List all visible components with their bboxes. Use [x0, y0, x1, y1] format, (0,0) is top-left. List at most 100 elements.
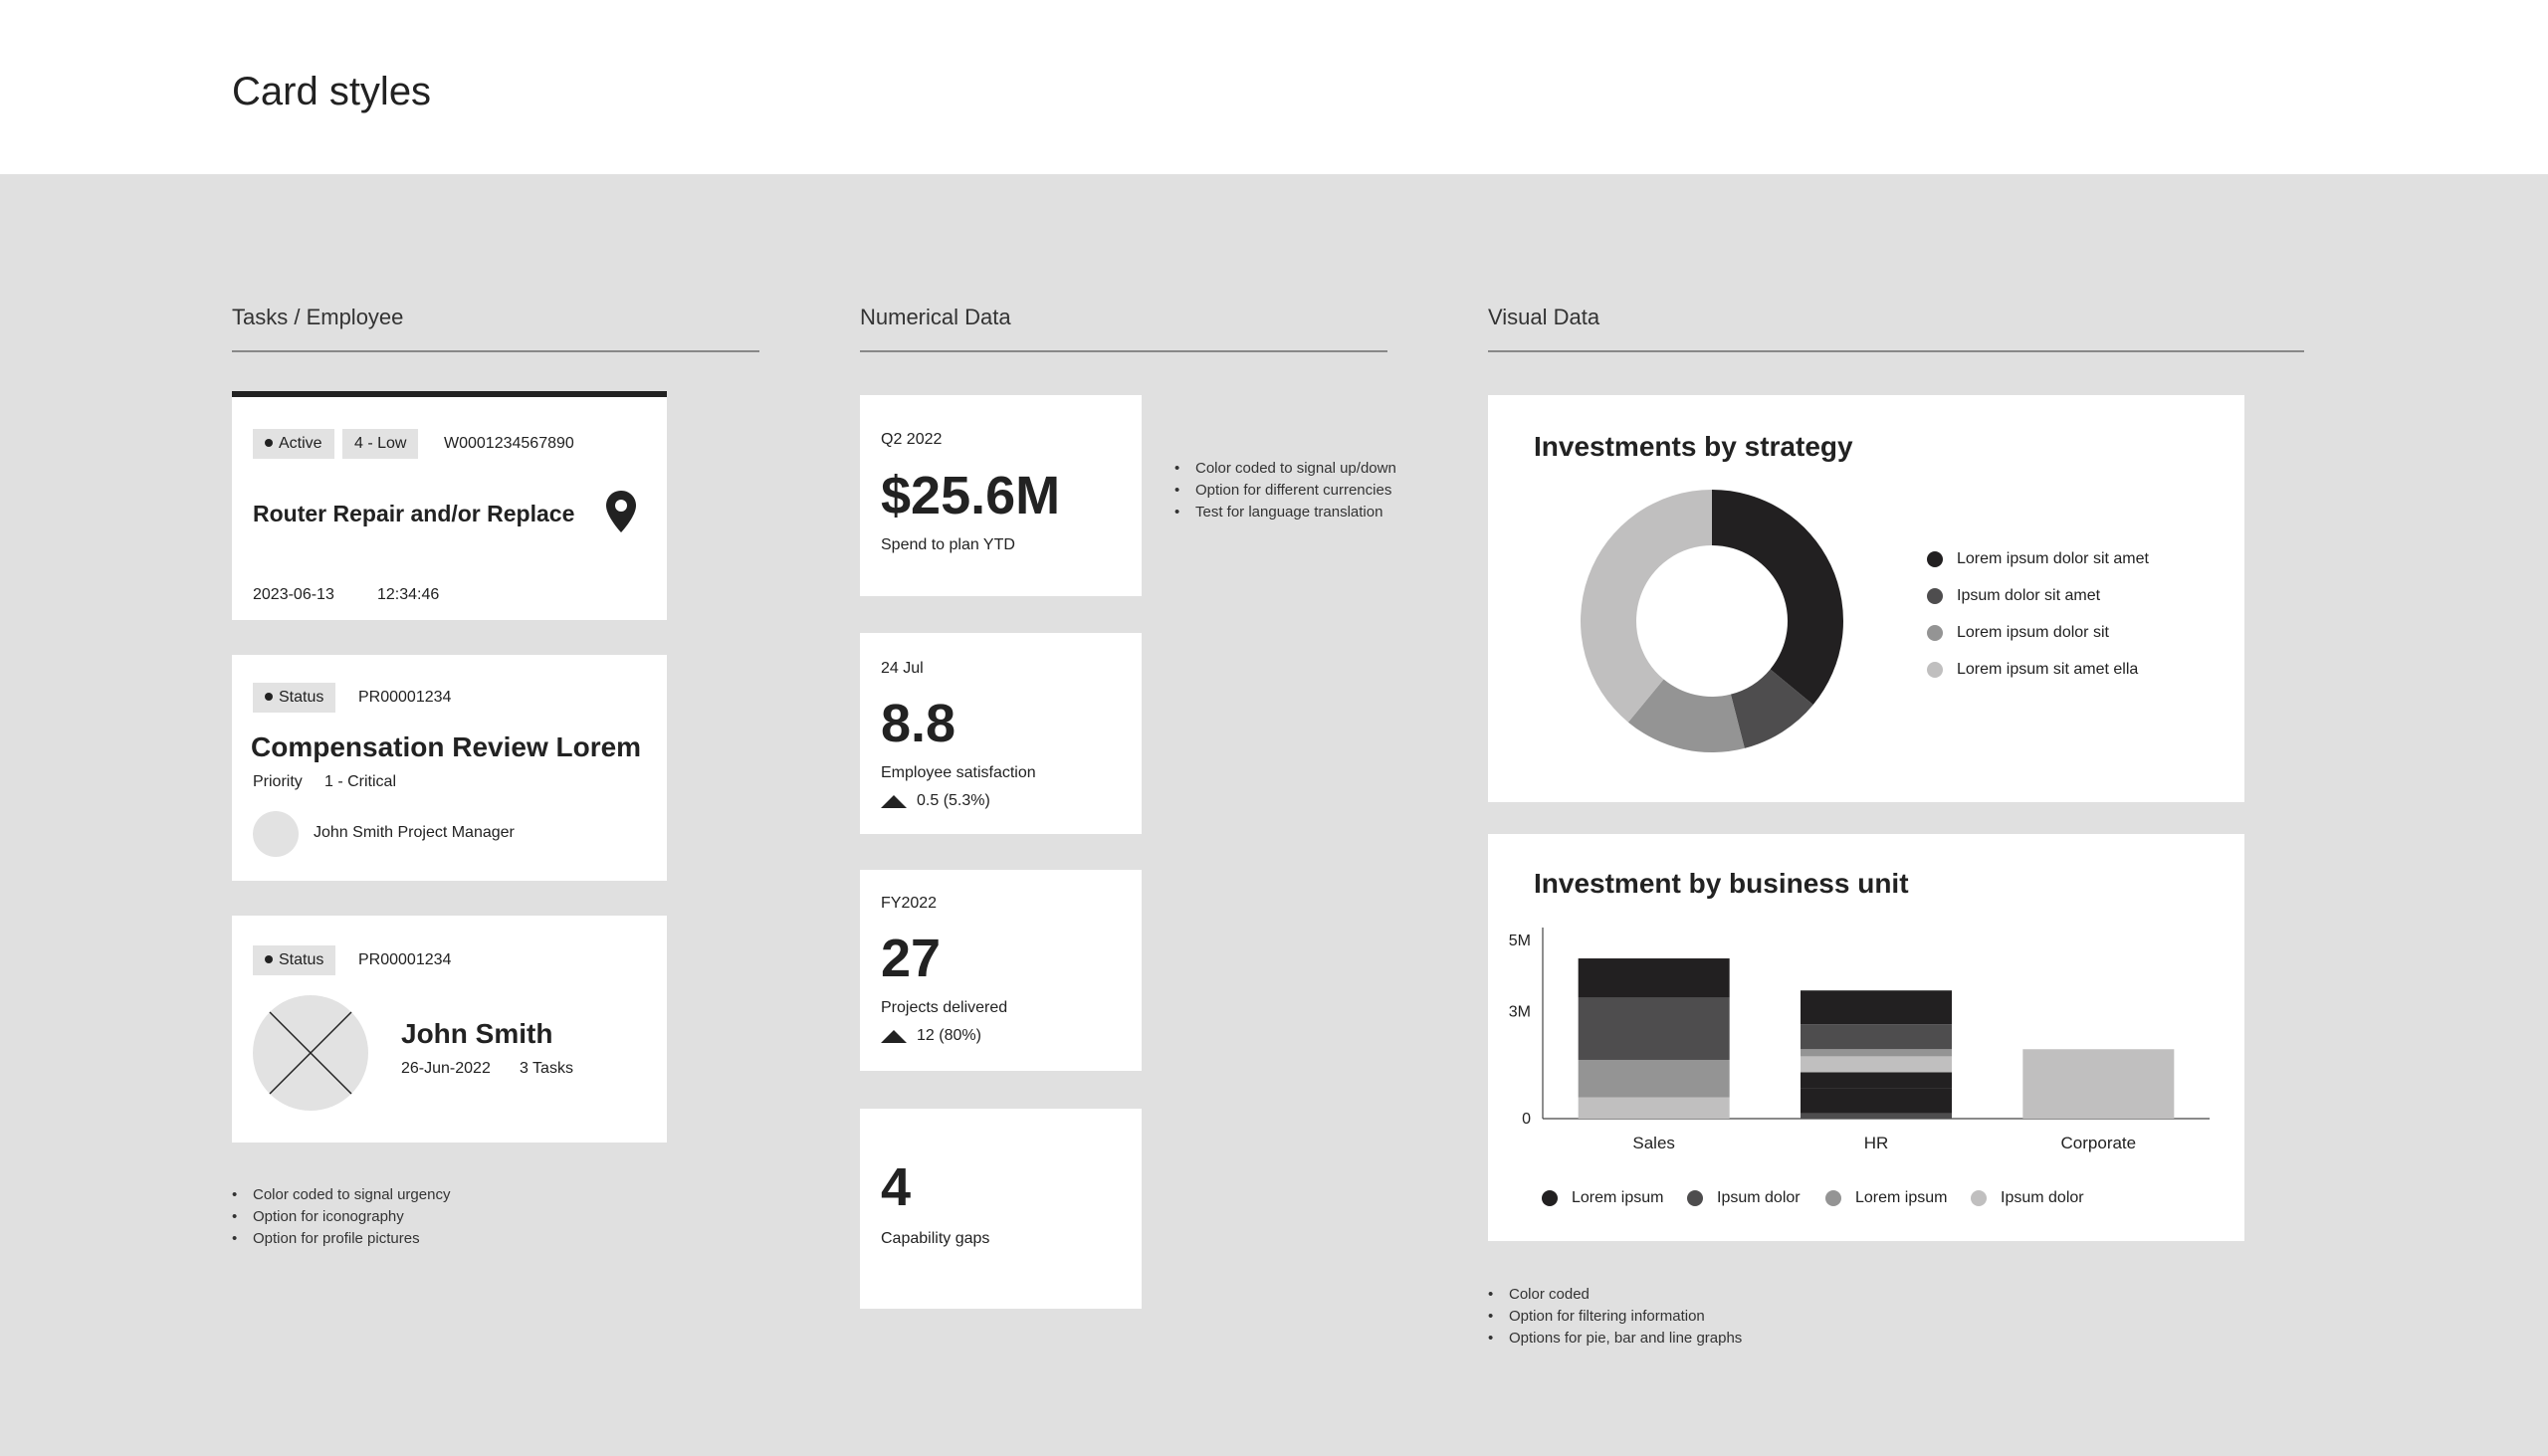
bar-segment[interactable]	[1578, 1059, 1730, 1098]
kpi-label: Employee satisfaction	[881, 764, 1036, 781]
employee-tasks: 3 Tasks	[520, 1060, 573, 1077]
section-divider	[232, 350, 759, 352]
bar-segment[interactable]	[1801, 1113, 1952, 1119]
bar-segment[interactable]	[1801, 990, 1952, 1025]
priority-value: 1 - Critical	[324, 773, 397, 790]
donut-slice[interactable]	[1730, 669, 1813, 748]
avatar[interactable]	[253, 811, 299, 857]
note-item: Option for profile pictures	[232, 1228, 450, 1250]
status-badge: Status	[253, 683, 336, 713]
legend-item[interactable]: Lorem ipsum	[1542, 1189, 1663, 1207]
section-divider	[1488, 350, 2304, 352]
kpi-period: FY2022	[881, 895, 938, 912]
x-tick-label: Corporate	[2061, 1134, 2137, 1152]
section-title-numerical: Numerical Data	[860, 305, 1011, 329]
kpi-label: Projects delivered	[881, 999, 1008, 1016]
employee-name: John Smith	[401, 1018, 553, 1049]
legend-swatch	[1971, 1190, 1987, 1206]
profile-picture-placeholder[interactable]	[253, 995, 368, 1116]
legend-swatch	[1927, 551, 1943, 567]
priority-label: Priority	[253, 773, 303, 790]
kpi-label: Capability gaps	[881, 1230, 990, 1247]
kpi-card-capability[interactable]: 4 Capability gaps	[860, 1109, 1142, 1309]
person-name: John Smith Project Manager	[314, 824, 515, 841]
kpi-value: 8.8	[881, 694, 956, 753]
task-time: 12:34:46	[377, 586, 440, 603]
status-dot-icon	[265, 438, 273, 447]
y-tick-label: 5M	[1509, 933, 1531, 949]
legend-swatch	[1927, 662, 1943, 678]
bar-segment[interactable]	[2022, 1049, 2175, 1119]
legend-swatch	[1927, 588, 1943, 604]
y-tick-label: 0	[1522, 1111, 1531, 1128]
bar-segment[interactable]	[1801, 1056, 1952, 1073]
task-title: Router Repair and/or Replace	[253, 501, 575, 526]
donut-chart	[1581, 490, 1843, 752]
chart-title: Investments by strategy	[1534, 431, 1853, 462]
note-item: Color coded	[1488, 1284, 1742, 1306]
kpi-trend: 0.5 (5.3%)	[881, 792, 990, 810]
page-title: Card styles	[232, 70, 432, 113]
status-dot-icon	[265, 692, 273, 701]
kpi-card-satisfaction[interactable]: 24 Jul 8.8 Employee satisfaction 0.5 (5.…	[860, 633, 1142, 834]
kpi-trend: 12 (80%)	[881, 1027, 981, 1045]
location-pin-icon[interactable]	[604, 489, 638, 539]
legend-item[interactable]: Lorem ipsum	[1825, 1189, 1947, 1207]
legend-item[interactable]: Lorem ipsum sit amet ella	[1927, 661, 2138, 679]
legend-swatch	[1825, 1190, 1841, 1206]
visual-notes: Color coded Option for filtering informa…	[1488, 1284, 1742, 1350]
note-item: Option for filtering information	[1488, 1306, 1742, 1328]
task-notes: Color coded to signal urgency Option for…	[232, 1184, 450, 1250]
bar-segment[interactable]	[1801, 1049, 1952, 1057]
review-card[interactable]: Status PR00001234 Compensation Review Lo…	[232, 655, 667, 881]
donut-slice[interactable]	[1712, 490, 1843, 706]
legend-swatch	[1687, 1190, 1703, 1206]
y-tick-label: 3M	[1509, 1004, 1531, 1021]
task-id: W0001234567890	[444, 435, 574, 452]
priority-badge: 4 - Low	[342, 429, 419, 459]
donut-slice[interactable]	[1581, 490, 1712, 723]
note-item: Color coded to signal urgency	[232, 1184, 450, 1206]
legend-item[interactable]: Ipsum dolor sit amet	[1927, 587, 2100, 605]
trend-up-icon	[881, 1029, 907, 1043]
status-dot-icon	[265, 954, 273, 963]
donut-chart-card[interactable]: Investments by strategy Lorem ipsum dolo…	[1488, 395, 2244, 802]
section-divider	[860, 350, 1387, 352]
numeric-notes: Color coded to signal up/down Option for…	[1174, 458, 1396, 523]
kpi-period: 24 Jul	[881, 660, 924, 677]
bar-chart-card[interactable]: Investment by business unit 0 3M 5M Sales HR…	[1488, 834, 2244, 1241]
kpi-value: 4	[881, 1157, 912, 1217]
employee-id: PR00001234	[358, 951, 452, 968]
x-tick-label: Sales	[1632, 1134, 1675, 1152]
employee-card[interactable]: Status PR00001234 John Smith 26-Jun-2022…	[232, 916, 667, 1143]
note-item: Test for language translation	[1174, 502, 1396, 523]
status-badge: Active	[253, 429, 334, 459]
bar-segment[interactable]	[1578, 958, 1730, 998]
kpi-value: $25.6M	[881, 466, 1061, 525]
review-id: PR00001234	[358, 689, 452, 706]
bar-segment[interactable]	[1578, 997, 1730, 1060]
task-card[interactable]: Active 4 - Low W0001234567890 Router Rep…	[232, 391, 667, 620]
legend-item[interactable]: Ipsum dolor	[1687, 1189, 1801, 1207]
kpi-label: Spend to plan YTD	[881, 536, 1015, 553]
kpi-value: 27	[881, 929, 942, 988]
bar-segment[interactable]	[1801, 1024, 1952, 1050]
note-item: Color coded to signal up/down	[1174, 458, 1396, 480]
kpi-card-projects[interactable]: FY2022 27 Projects delivered 12 (80%)	[860, 870, 1142, 1071]
trend-up-icon	[881, 794, 907, 808]
bar-segment[interactable]	[1801, 1072, 1952, 1089]
section-title-tasks: Tasks / Employee	[232, 305, 404, 329]
legend-item[interactable]: Lorem ipsum dolor sit	[1927, 624, 2109, 642]
donut-slice[interactable]	[1627, 679, 1745, 752]
legend-item[interactable]: Ipsum dolor	[1971, 1189, 2084, 1207]
note-item: Option for iconography	[232, 1206, 450, 1228]
kpi-card-spend[interactable]: Q2 2022 $25.6M Spend to plan YTD	[860, 395, 1142, 596]
stacked-bar-chart: 0 3M 5M Sales HR Corporate	[1509, 928, 2210, 1152]
review-title: Compensation Review Lorem	[251, 731, 642, 762]
x-tick-label: HR	[1864, 1134, 1889, 1152]
employee-date: 26-Jun-2022	[401, 1060, 491, 1077]
status-badge: Status	[253, 945, 336, 975]
legend-item[interactable]: Lorem ipsum dolor sit amet	[1927, 550, 2149, 568]
bar-segment[interactable]	[1578, 1097, 1730, 1119]
bar-segment[interactable]	[1801, 1088, 1952, 1114]
